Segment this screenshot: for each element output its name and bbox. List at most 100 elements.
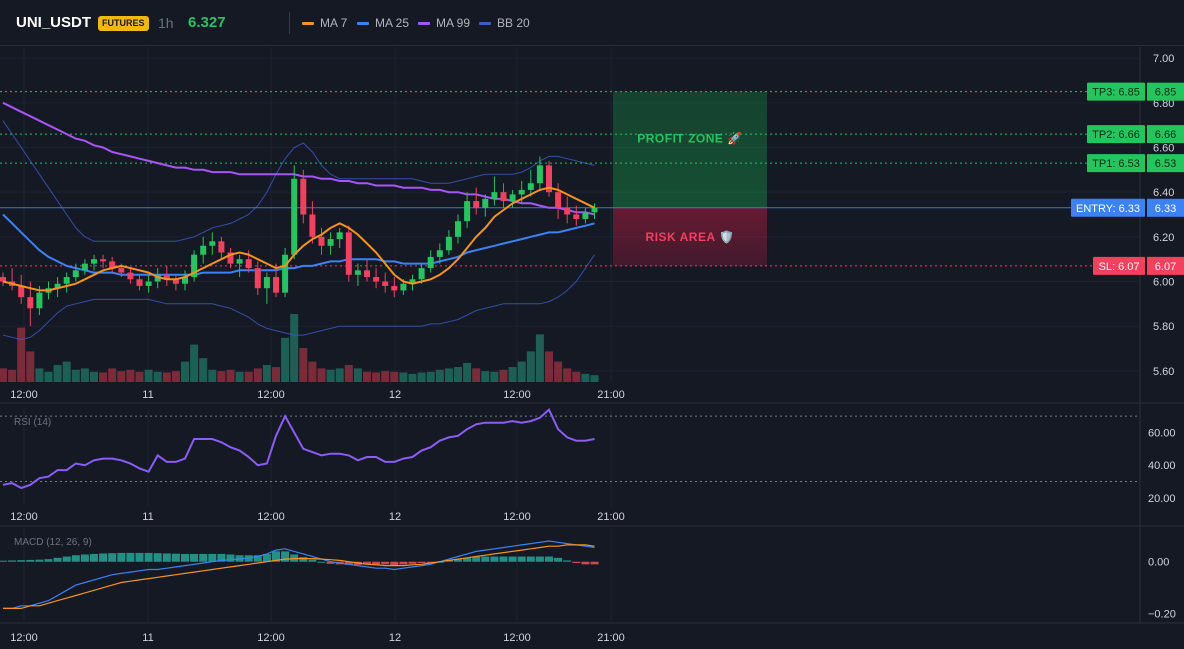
- volume-bar: [190, 344, 199, 382]
- legend-ma25[interactable]: MA 25: [357, 16, 409, 30]
- candle-body: [318, 236, 325, 246]
- macd-histogram-bar: [126, 552, 135, 562]
- volume-bar: [162, 372, 171, 382]
- level-price-tag: [1147, 82, 1184, 101]
- candle-body: [364, 270, 370, 278]
- volume-bar: [317, 368, 326, 382]
- volume-bar: [590, 375, 599, 382]
- level-label: TP2: 6.66: [1092, 129, 1140, 141]
- macd-histogram-bar: [508, 556, 517, 562]
- macd-histogram-bar: [199, 553, 208, 562]
- macd-histogram-bar: [262, 553, 271, 562]
- volume-bar: [545, 351, 553, 382]
- volume-bar: [90, 371, 98, 382]
- volume-bar: [17, 327, 26, 382]
- volume-bar: [344, 365, 353, 382]
- macd-histogram-bar: [444, 560, 453, 562]
- volume-bar: [417, 372, 426, 382]
- ma25-line: [2, 213, 595, 276]
- volume-bar: [326, 369, 335, 382]
- volume-bar: [44, 371, 53, 382]
- volume-bar: [108, 368, 117, 382]
- macd-histogram-bar: [526, 556, 535, 562]
- candle-body: [536, 165, 543, 184]
- legend-ma99[interactable]: MA 99: [418, 16, 470, 30]
- candle-body: [518, 189, 525, 195]
- candle-body: [273, 277, 279, 293]
- macd-histogram-bar: [244, 555, 253, 562]
- candle-body: [27, 297, 34, 309]
- macd-histogram-bar: [235, 555, 244, 562]
- volume-bar: [490, 371, 499, 382]
- volume-bar: [517, 361, 526, 382]
- candle-body: [218, 241, 225, 253]
- level-price-tag-text: 6.53: [1155, 158, 1176, 170]
- candle-body: [172, 279, 179, 284]
- candle-body: [63, 277, 70, 284]
- macd-histogram-bar: [190, 553, 199, 562]
- volume-bar: [454, 367, 462, 382]
- time-tick-label: 11: [142, 389, 153, 401]
- candle-body: [236, 259, 243, 264]
- macd-histogram-bar: [572, 561, 581, 564]
- volume-bar: [499, 369, 508, 382]
- volume-bar: [408, 373, 417, 382]
- macd-histogram-bar: [363, 561, 371, 565]
- legend-bb20[interactable]: BB 20: [479, 16, 530, 30]
- volume-bar: [62, 361, 71, 382]
- time-tick-label: 12:00: [257, 389, 285, 401]
- candle-body: [300, 178, 307, 215]
- macd-histogram-bar: [554, 557, 563, 562]
- level-label-box: [1087, 82, 1145, 101]
- macd-histogram-bar: [281, 551, 290, 562]
- price-tick-label: 6.80: [1153, 98, 1174, 110]
- level-label: TP3: 6.85: [1092, 87, 1140, 99]
- macd-histogram-bar: [499, 556, 508, 562]
- level-label-box: [1087, 154, 1145, 173]
- macd-histogram-bar: [0, 560, 7, 562]
- ma7-swatch: [302, 22, 314, 26]
- volume-bar: [526, 351, 535, 382]
- legend-ma7[interactable]: MA 7: [302, 16, 347, 30]
- macd-histogram-bar: [217, 553, 226, 562]
- macd-tick-label: 0.00: [1148, 557, 1169, 569]
- volume-bar: [272, 367, 280, 382]
- volume-bar: [426, 371, 435, 382]
- bb20-swatch: [479, 22, 491, 26]
- bb-lower-line: [2, 254, 595, 341]
- candle-body: [227, 252, 234, 264]
- level-price-tag: [1147, 198, 1184, 217]
- volume-bar: [381, 371, 390, 382]
- rsi-pane-title: RSI (14): [14, 417, 51, 428]
- volume-bar: [435, 369, 444, 382]
- macd-signal-line: [3, 544, 595, 609]
- risk-zone-label: RISK AREA 🛡️: [646, 230, 735, 244]
- volume-bar: [181, 361, 189, 382]
- macd-histogram-bar: [299, 557, 308, 562]
- macd-histogram-bar: [390, 561, 399, 566]
- volume-bar: [472, 368, 481, 382]
- volume-bar: [126, 369, 135, 382]
- candle-body: [145, 281, 152, 286]
- interval-selector[interactable]: 1h: [158, 15, 174, 31]
- macd-histogram-bar: [171, 553, 180, 562]
- candle-body: [409, 279, 416, 284]
- volume-bar: [144, 369, 153, 382]
- volume-bar: [53, 365, 62, 382]
- macd-histogram-bar: [135, 552, 144, 562]
- level-label: SL: 6.07: [1099, 261, 1140, 273]
- macd-histogram-bar: [144, 552, 153, 562]
- volume-bar: [35, 368, 44, 382]
- macd-histogram-bar: [17, 560, 26, 562]
- candle-body: [436, 250, 443, 257]
- macd-histogram-bar: [44, 559, 53, 562]
- macd-histogram-bar: [99, 553, 108, 562]
- rsi-tick-label: 40.00: [1148, 460, 1176, 472]
- time-tick-label: 12: [389, 511, 401, 523]
- symbol-name[interactable]: UNI_USDT: [16, 14, 92, 31]
- volume-bar: [199, 358, 208, 382]
- time-tick-label: 12:00: [10, 511, 38, 523]
- candle-body: [327, 239, 334, 246]
